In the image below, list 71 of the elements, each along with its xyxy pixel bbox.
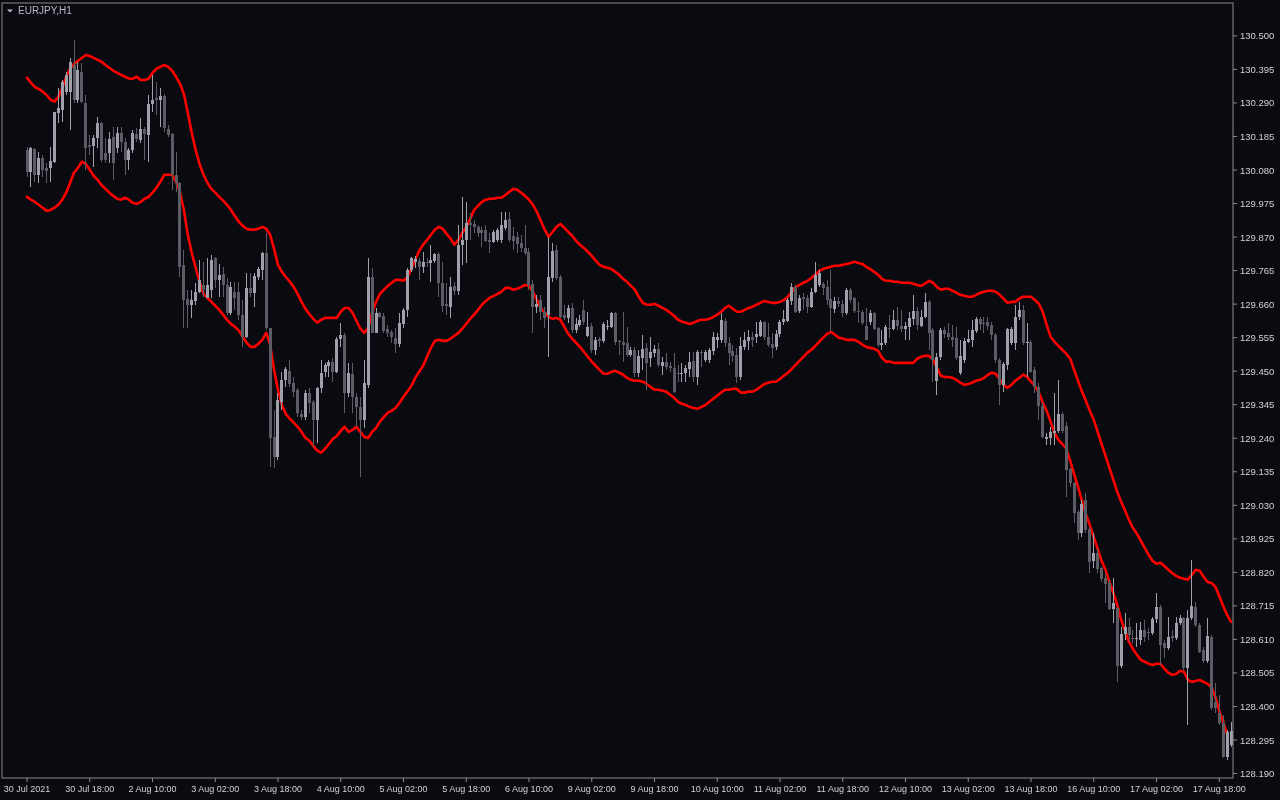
y-tick-label: 129.660 [1240,298,1275,310]
x-tick-label: 4 Aug 10:00 [316,784,365,794]
y-tick-label: 130.080 [1240,164,1275,176]
candlestick [469,212,472,240]
y-tick-label: 129.870 [1240,231,1275,243]
candlestick [155,81,158,115]
candlestick [880,329,883,350]
candlestick [414,255,417,268]
y-tick-label: 130.500 [1240,30,1275,42]
x-tick-label: 6 Aug 10:00 [504,784,554,794]
y-tick-label: 129.345 [1240,399,1275,411]
x-tick-label: 9 Aug 02:00 [567,784,616,794]
candlestick [622,311,625,362]
candlestick [429,244,432,282]
x-tick-label: 3 Aug 02:00 [191,784,240,794]
candlestick [202,261,205,297]
candlestick [143,126,146,160]
x-tick-label: 5 Aug 02:00 [379,784,428,794]
x-tick-label: 2 Aug 10:00 [128,784,177,794]
y-tick-label: 128.190 [1240,768,1275,780]
x-tick-label: 9 Aug 18:00 [630,784,679,794]
x-tick-label: 13 Aug 02:00 [941,784,995,794]
y-tick-label: 130.395 [1240,63,1275,75]
y-tick-label: 128.505 [1240,667,1275,679]
candlestick [1026,322,1029,377]
y-tick-label: 129.450 [1240,365,1275,377]
candlestick [159,87,162,127]
x-tick-label: 11 Aug 02:00 [753,784,807,794]
line-series [25,53,1233,624]
candlestick [1135,622,1138,647]
y-tick-label: 129.030 [1240,499,1275,511]
x-tick-label: 17 Aug 02:00 [1129,784,1184,794]
x-tick-label: 17 Aug 18:00 [1192,784,1246,794]
y-tick-label: 128.295 [1240,734,1275,746]
x-tick-label: 30 Jul 2021 [3,784,51,794]
y-tick-label: 129.135 [1240,466,1275,478]
y-tick-label: 128.925 [1240,533,1275,545]
candlestick [680,362,683,382]
candlestick [888,314,891,338]
candlestick [700,349,703,367]
x-tick-label: 10 Aug 10:00 [690,784,744,794]
y-tick-label: 130.185 [1240,130,1275,142]
x-tick-label: 16 Aug 10:00 [1067,784,1121,794]
y-tick-label: 129.555 [1240,332,1275,344]
y-tick-label: 129.765 [1240,265,1275,277]
y-tick-label: 128.610 [1240,633,1275,645]
x-tick-label: 30 Jul 18:00 [65,784,115,794]
x-tick-label: 5 Aug 18:00 [442,784,491,794]
candlestick [802,292,805,310]
y-tick-label: 129.240 [1240,432,1275,444]
x-tick-label: 3 Aug 18:00 [253,784,303,794]
candlestick [755,321,758,343]
y-tick-label: 128.715 [1240,600,1275,612]
y-tick-label: 129.975 [1240,198,1275,210]
x-tick-label: 13 Aug 18:00 [1004,784,1058,794]
candlestick [1053,392,1056,445]
candlestick [218,263,221,297]
candlestick [857,301,860,323]
candlestick [461,196,464,265]
x-tick-label: 11 Aug 18:00 [816,784,869,794]
y-tick-label: 128.400 [1240,700,1275,712]
candlestick [982,316,985,333]
candlestick [900,309,903,332]
x-tick-label: 12 Aug 10:00 [878,784,933,794]
y-tick-label: 130.290 [1240,97,1275,109]
line-series [25,160,1229,736]
candlestick [1112,577,1115,623]
y-tick-label: 128.820 [1240,566,1275,578]
candlestick [480,226,483,247]
candlestick [151,74,154,112]
chart-title: EURJPY,H1 [18,5,73,16]
